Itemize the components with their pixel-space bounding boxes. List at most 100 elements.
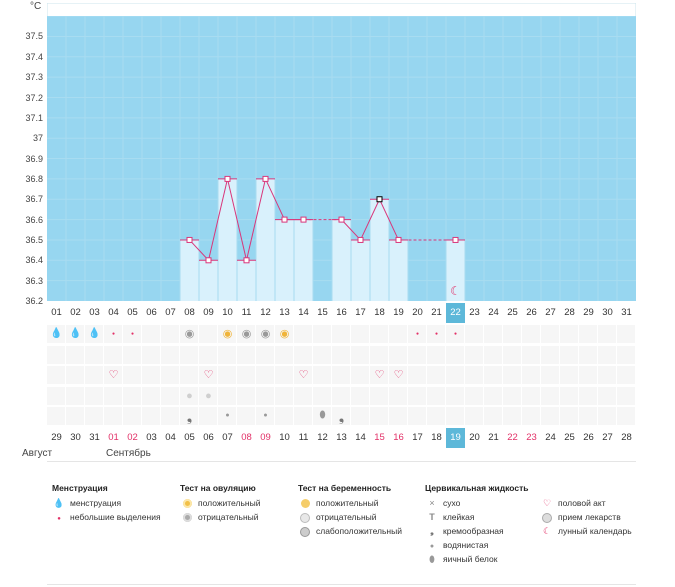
symptom-cell[interactable] — [237, 407, 255, 425]
symptom-cell[interactable] — [218, 386, 236, 405]
symptom-cell[interactable] — [313, 345, 331, 364]
symptom-cell[interactable] — [389, 345, 407, 364]
cycle-day[interactable]: 10 — [222, 307, 233, 318]
symptom-cell[interactable] — [313, 366, 331, 384]
symptom-cell[interactable] — [465, 386, 483, 405]
symptom-cell[interactable] — [313, 386, 331, 405]
symptom-cell[interactable] — [104, 345, 122, 364]
symptom-cell[interactable] — [142, 407, 160, 425]
symptom-cell[interactable] — [427, 325, 445, 343]
calendar-date[interactable]: 08 — [241, 432, 252, 443]
symptom-cell[interactable] — [66, 366, 84, 384]
symptom-cell[interactable] — [427, 386, 445, 405]
symptom-cell[interactable] — [351, 325, 369, 343]
cycle-day[interactable]: 13 — [279, 307, 290, 318]
calendar-date[interactable]: 06 — [203, 432, 214, 443]
cycle-day[interactable]: 01 — [51, 307, 62, 318]
symptom-cell[interactable] — [104, 386, 122, 405]
symptom-cell[interactable] — [617, 366, 635, 384]
symptom-cell[interactable] — [408, 325, 426, 343]
cycle-day[interactable]: 11 — [241, 307, 252, 318]
symptom-cell[interactable] — [123, 407, 141, 425]
symptom-cell[interactable] — [427, 366, 445, 384]
symptom-cell[interactable] — [294, 407, 312, 425]
symptom-cell[interactable] — [142, 325, 160, 343]
symptom-cell[interactable] — [560, 345, 578, 364]
symptom-cell[interactable] — [579, 386, 597, 405]
calendar-date[interactable]: 22 — [507, 432, 518, 443]
symptom-cell[interactable] — [66, 345, 84, 364]
cycle-day[interactable]: 12 — [260, 307, 271, 318]
symptom-cell[interactable] — [446, 345, 464, 364]
calendar-date[interactable]: 12 — [317, 432, 328, 443]
symptom-cell[interactable] — [370, 366, 388, 384]
cycle-day[interactable]: 21 — [431, 307, 442, 318]
cycle-day[interactable]: 16 — [336, 307, 347, 318]
symptom-cell[interactable] — [123, 366, 141, 384]
symptom-cell[interactable] — [237, 345, 255, 364]
symptom-cell[interactable] — [256, 386, 274, 405]
symptom-cell[interactable] — [294, 345, 312, 364]
symptom-cell[interactable] — [446, 366, 464, 384]
symptom-cell[interactable] — [598, 386, 616, 405]
symptom-cell[interactable] — [66, 386, 84, 405]
calendar-date[interactable]: 21 — [488, 432, 499, 443]
symptom-cell[interactable] — [180, 386, 198, 405]
symptom-cell[interactable] — [256, 366, 274, 384]
symptom-cell[interactable] — [541, 366, 559, 384]
symptom-cell[interactable] — [408, 366, 426, 384]
cycle-day[interactable]: 28 — [564, 307, 575, 318]
symptom-cell[interactable] — [617, 345, 635, 364]
symptom-cell[interactable] — [218, 366, 236, 384]
cycle-day[interactable]: 27 — [545, 307, 556, 318]
symptom-cell[interactable] — [617, 386, 635, 405]
cycle-day[interactable]: 20 — [412, 307, 423, 318]
symptom-cell[interactable] — [123, 345, 141, 364]
calendar-date[interactable]: 10 — [279, 432, 290, 443]
symptom-cell[interactable] — [370, 386, 388, 405]
symptom-cell[interactable] — [294, 386, 312, 405]
symptom-cell[interactable] — [541, 407, 559, 425]
calendar-date[interactable]: 03 — [146, 432, 157, 443]
symptom-cell[interactable] — [579, 325, 597, 343]
symptom-cell[interactable] — [256, 325, 274, 343]
symptom-cell[interactable] — [560, 325, 578, 343]
symptom-cell[interactable] — [104, 325, 122, 343]
symptom-cell[interactable] — [503, 325, 521, 343]
symptom-cell[interactable] — [142, 386, 160, 405]
symptom-cell[interactable] — [389, 407, 407, 425]
symptom-cell[interactable] — [465, 366, 483, 384]
symptom-cell[interactable] — [275, 345, 293, 364]
symptom-cell[interactable] — [389, 366, 407, 384]
symptom-cell[interactable] — [522, 345, 540, 364]
symptom-cell[interactable] — [47, 325, 65, 343]
symptom-cell[interactable] — [446, 407, 464, 425]
cycle-day[interactable]: 17 — [355, 307, 366, 318]
symptom-cell[interactable] — [180, 407, 198, 425]
symptom-cell[interactable] — [275, 407, 293, 425]
cycle-day[interactable]: 07 — [165, 307, 176, 318]
symptom-cell[interactable] — [85, 386, 103, 405]
calendar-date[interactable]: 15 — [374, 432, 385, 443]
symptom-cell[interactable] — [332, 407, 350, 425]
symptom-cell[interactable] — [427, 345, 445, 364]
cycle-day[interactable]: 03 — [89, 307, 100, 318]
symptom-cell[interactable] — [294, 366, 312, 384]
symptom-cell[interactable] — [47, 407, 65, 425]
symptom-cell[interactable] — [522, 386, 540, 405]
symptom-cell[interactable] — [389, 386, 407, 405]
symptom-cell[interactable] — [66, 325, 84, 343]
symptom-cell[interactable] — [66, 407, 84, 425]
symptom-cell[interactable] — [541, 386, 559, 405]
symptom-cell[interactable] — [123, 325, 141, 343]
symptom-cell[interactable] — [351, 407, 369, 425]
symptom-cell[interactable] — [465, 345, 483, 364]
symptom-cell[interactable] — [484, 386, 502, 405]
symptom-cell[interactable] — [370, 345, 388, 364]
cycle-day[interactable]: 24 — [488, 307, 499, 318]
symptom-cell[interactable] — [484, 345, 502, 364]
cycle-day[interactable]: 25 — [507, 307, 518, 318]
symptom-cell[interactable] — [617, 407, 635, 425]
symptom-cell[interactable] — [598, 366, 616, 384]
calendar-date[interactable]: 27 — [602, 432, 613, 443]
